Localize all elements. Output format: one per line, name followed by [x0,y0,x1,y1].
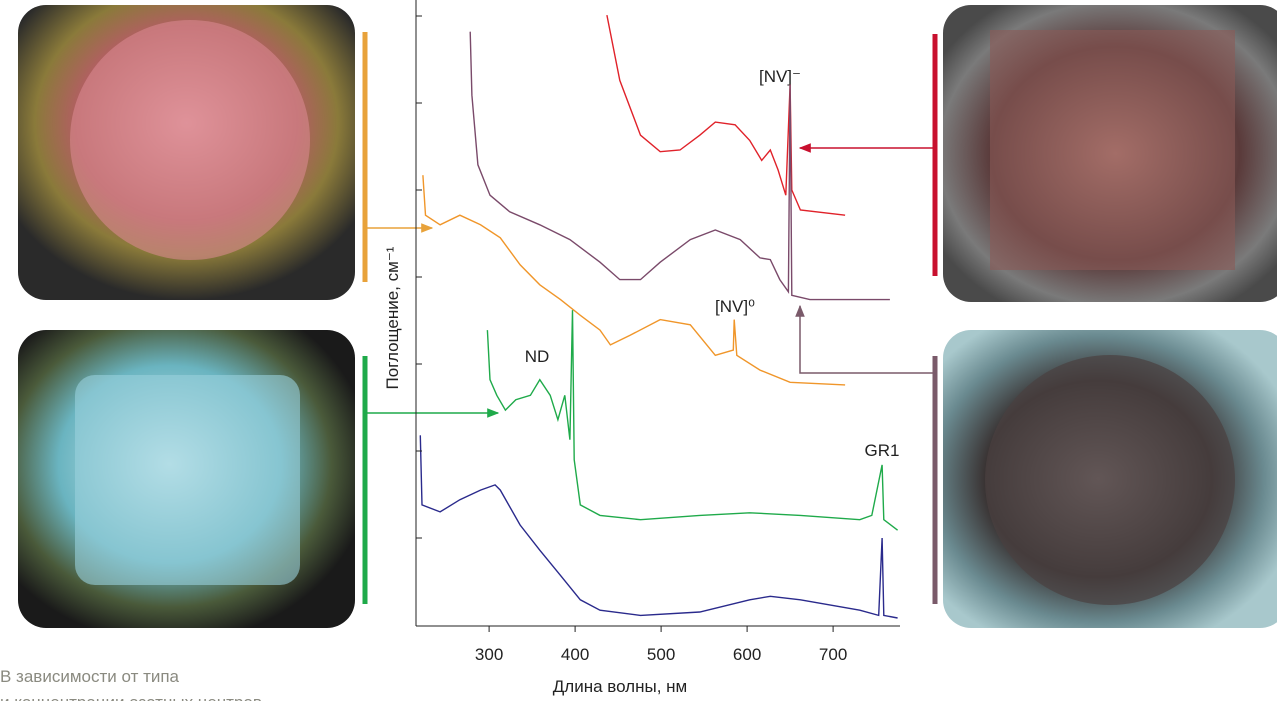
caption: и концентрации азотных центров [0,693,262,701]
caption: В зависимости от типа [0,667,180,686]
spectrum-line [422,175,846,386]
annotation: [NV]⁻ [759,67,801,86]
spectrum-line [419,435,898,619]
x-tick-label: 700 [819,645,847,664]
gem [75,375,300,585]
gem [70,20,310,260]
spectrum-line [469,31,890,301]
x-tick-label: 400 [561,645,589,664]
y-axis-label: Поглощение, см⁻¹ [383,246,402,389]
spectrum-line [486,310,899,531]
plot-area [419,14,899,619]
arrow [795,304,935,374]
x-tick-label: 300 [475,645,503,664]
x-tick-label: 600 [733,645,761,664]
annotation: GR1 [865,441,900,460]
gem [990,30,1235,270]
annotation: [NV]⁰ [715,297,755,316]
spectrum-line [606,14,846,216]
gem [985,355,1235,605]
x-tick-label: 500 [647,645,675,664]
x-axis-label: Длина волны, нм [553,677,687,696]
annotation: ND [525,347,550,366]
